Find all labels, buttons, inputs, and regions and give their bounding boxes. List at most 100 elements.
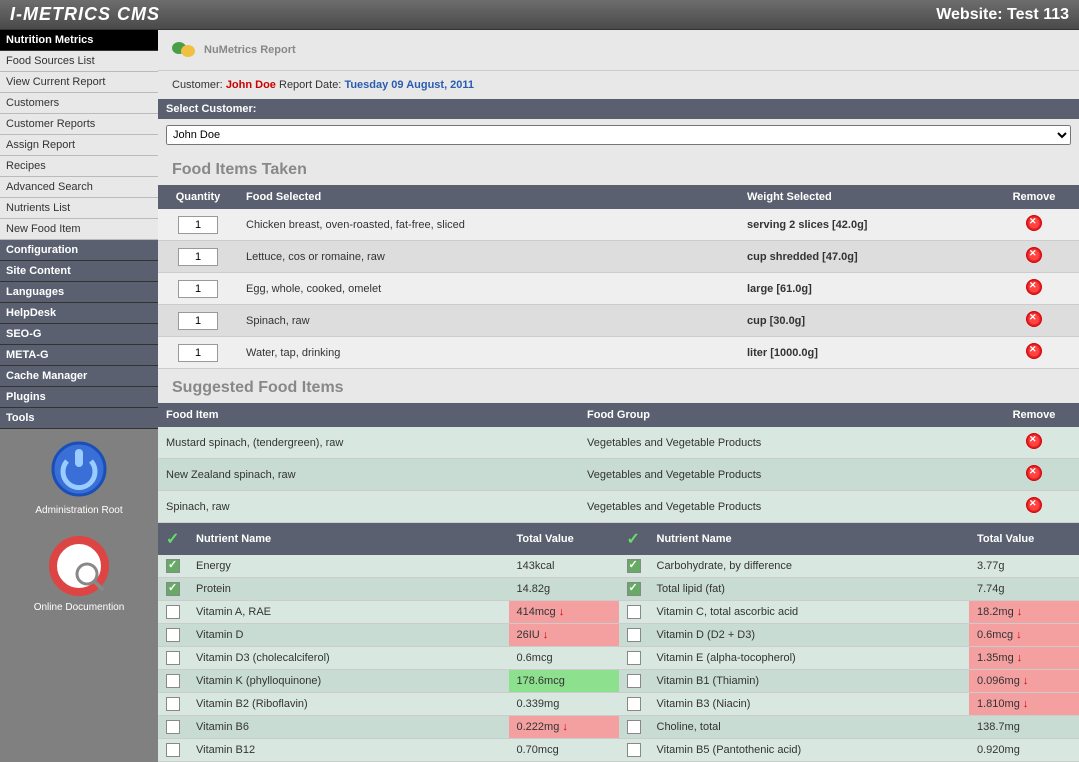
nutrient-checkbox[interactable] [627,582,641,596]
admin-box[interactable]: Administration Root [0,429,158,526]
remove-icon[interactable] [1026,433,1042,449]
nutrient-checkbox[interactable] [166,743,180,757]
suggested-group: Vegetables and Vegetable Products [579,427,989,459]
remove-icon[interactable] [1026,497,1042,513]
weight-selected: serving 2 slices [42.0g] [739,209,989,241]
nav-header[interactable]: Languages [0,282,158,303]
nutrient-name: Vitamin D3 (cholecalciferol) [188,647,509,670]
nutrient-checkbox[interactable] [166,628,180,642]
quantity-input[interactable] [178,280,218,298]
nutrient-name: Vitamin B3 (Niacin) [649,693,970,716]
nutrient-checkbox[interactable] [166,559,180,573]
nutrient-name: Vitamin B6 [188,716,509,739]
suggested-title: Suggested Food Items [158,369,1079,403]
remove-icon[interactable] [1026,311,1042,327]
nutrient-checkbox[interactable] [166,651,180,665]
down-arrow-icon: ↓ [543,629,549,641]
nav-header[interactable]: HelpDesk [0,303,158,324]
nav-header[interactable]: Site Content [0,261,158,282]
table-row: Lettuce, cos or romaine, rawcup shredded… [158,241,1079,273]
nav-header[interactable]: SEO-G [0,324,158,345]
page-title-text: NuMetrics Report [204,44,296,56]
check-all-icon[interactable]: ✓ [627,531,640,548]
weight-selected: large [61.0g] [739,273,989,305]
nav-item[interactable]: Recipes [0,156,158,177]
nutrients-section: ✓ Nutrient Name Total Value Energy143kca… [158,523,1079,762]
admin-box[interactable]: Online Documention [0,526,158,623]
nutrient-name: Vitamin K (phylloquinone) [188,670,509,693]
nav-item[interactable]: Assign Report [0,135,158,156]
nutrient-row: Protein14.82g [158,578,619,601]
nutrient-name: Vitamin B2 (Riboflavin) [188,693,509,716]
nav-item[interactable]: Customers [0,93,158,114]
table-row: Spinach, rawcup [30.0g] [158,305,1079,337]
suggested-food: Mustard spinach, (tendergreen), raw [158,427,579,459]
quantity-input[interactable] [178,312,218,330]
table-row: Egg, whole, cooked, omeletlarge [61.0g] [158,273,1079,305]
nutrient-checkbox[interactable] [627,628,641,642]
nav-item[interactable]: Food Sources List [0,51,158,72]
suggested-group: Vegetables and Vegetable Products [579,491,989,523]
nutrient-value: 18.2mg ↓ [969,601,1079,624]
nutrient-row: Vitamin D3 (cholecalciferol)0.6mcg [158,647,619,670]
report-icon [172,40,196,60]
nutrient-checkbox[interactable] [166,674,180,688]
nutrient-checkbox[interactable] [627,674,641,688]
nutrient-checkbox[interactable] [627,743,641,757]
nav-header[interactable]: Tools [0,408,158,429]
nutrient-name: Vitamin B5 (Pantothenic acid) [649,739,970,762]
nav-item[interactable]: New Food Item [0,219,158,240]
suggested-food: New Zealand spinach, raw [158,459,579,491]
nutrient-row: Vitamin K (phylloquinone)178.6mcg [158,670,619,693]
nav-item[interactable]: View Current Report [0,72,158,93]
nutrient-row: Vitamin B3 (Niacin)1.810mg ↓ [619,693,1079,716]
nav-header[interactable]: Cache Manager [0,366,158,387]
quantity-input[interactable] [178,216,218,234]
remove-icon[interactable] [1026,215,1042,231]
nav-header[interactable]: Configuration [0,240,158,261]
food-name: Egg, whole, cooked, omelet [238,273,739,305]
nutrient-row: Vitamin D26IU ↓ [158,624,619,647]
nutrient-checkbox[interactable] [166,605,180,619]
nav-header[interactable]: META-G [0,345,158,366]
nav-item[interactable]: Customer Reports [0,114,158,135]
nutrient-checkbox[interactable] [166,697,180,711]
nutrient-checkbox[interactable] [166,720,180,734]
suggested-group: Vegetables and Vegetable Products [579,459,989,491]
nav-header[interactable]: Nutrition Metrics [0,30,158,51]
weight-selected: cup [30.0g] [739,305,989,337]
report-meta: Customer: John Doe Report Date: Tuesday … [158,71,1079,99]
weight-selected: liter [1000.0g] [739,337,989,369]
nutrient-value: 0.920mg [969,739,1079,762]
nutrient-value: 0.339mg [509,693,619,716]
remove-icon[interactable] [1026,465,1042,481]
nutrient-name: Vitamin A, RAE [188,601,509,624]
remove-icon[interactable] [1026,247,1042,263]
check-all-icon[interactable]: ✓ [166,531,179,548]
table-row: Spinach, rawVegetables and Vegetable Pro… [158,491,1079,523]
quantity-input[interactable] [178,248,218,266]
nutrient-checkbox[interactable] [166,582,180,596]
food-name: Lettuce, cos or romaine, raw [238,241,739,273]
nutrient-row: Total lipid (fat)7.74g [619,578,1079,601]
nav-item[interactable]: Advanced Search [0,177,158,198]
quantity-input[interactable] [178,344,218,362]
nutrient-row: Vitamin B1 (Thiamin)0.096mg ↓ [619,670,1079,693]
remove-icon[interactable] [1026,343,1042,359]
nutrient-value: 138.7mg [969,716,1079,739]
nav-header[interactable]: Plugins [0,387,158,408]
nutrient-value: 0.6mcg [509,647,619,670]
nutrient-checkbox[interactable] [627,720,641,734]
brand-title: I-METRICS CMS [10,4,160,25]
remove-icon[interactable] [1026,279,1042,295]
nutrient-name: Energy [188,555,509,578]
nutrient-checkbox[interactable] [627,697,641,711]
customer-select[interactable]: John Doe [166,125,1071,145]
nutrient-checkbox[interactable] [627,559,641,573]
nutrient-row: Vitamin B120.70mcg [158,739,619,762]
nutrient-checkbox[interactable] [627,651,641,665]
weight-selected: cup shredded [47.0g] [739,241,989,273]
nutrient-checkbox[interactable] [627,605,641,619]
nav-item[interactable]: Nutrients List [0,198,158,219]
nutrient-value: 14.82g [509,578,619,601]
